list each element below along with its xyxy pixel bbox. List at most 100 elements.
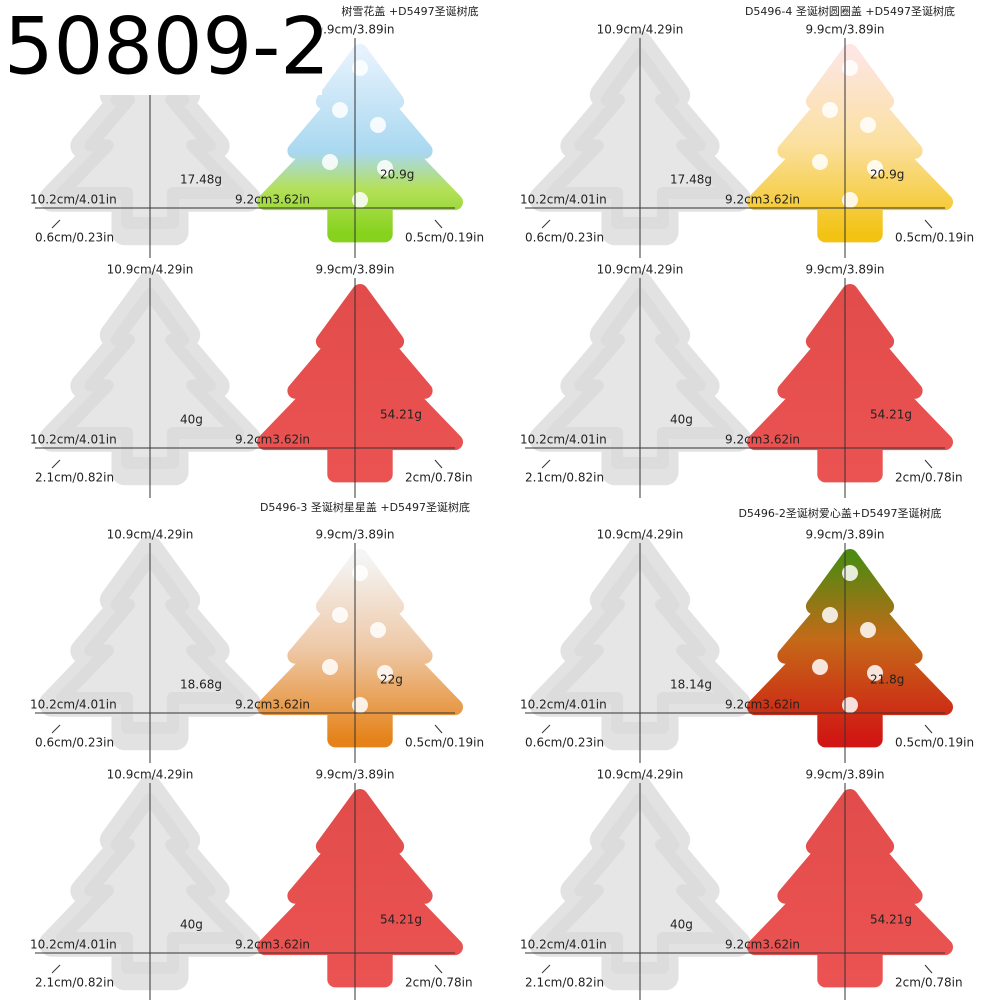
measure-tick: [541, 219, 551, 229]
width-label: 9.2cm3.62in: [725, 938, 800, 952]
thickness-label: 2.1cm/0.82in: [35, 471, 114, 485]
ornament-cutout: [332, 607, 348, 623]
ornament-cutout: [812, 659, 828, 675]
thickness-label: 0.5cm/0.19in: [895, 736, 974, 750]
height-label: 10.9cm/4.29in: [597, 768, 684, 782]
ornament-cutout: [842, 697, 858, 713]
weight-label: 17.48g: [670, 173, 712, 187]
weight-label: 54.21g: [870, 408, 912, 422]
ornament-cutout: [822, 607, 838, 623]
thickness-label: 0.6cm/0.23in: [35, 736, 114, 750]
panel-title: 树雪花盖 +D5497圣诞树底: [341, 4, 478, 18]
width-label: 10.2cm/4.01in: [520, 938, 607, 952]
thickness-label: 0.5cm/0.19in: [405, 736, 484, 750]
thickness-label: 0.6cm/0.23in: [35, 231, 114, 245]
width-label: 9.2cm3.62in: [235, 433, 310, 447]
resin-tree: [747, 549, 953, 748]
width-label: 9.2cm3.62in: [725, 698, 800, 712]
measure-tick: [924, 724, 933, 734]
ornament-cutout: [842, 565, 858, 581]
ornament-cutout: [370, 117, 386, 133]
ornament-cutout: [842, 192, 858, 208]
product-code: 50809-2: [4, 2, 330, 92]
weight-label: 20.9g: [870, 168, 904, 182]
height-label: 9.9cm/3.89in: [805, 263, 884, 277]
thickness-label: 2cm/0.78in: [405, 471, 473, 485]
code-backdrop: [0, 5, 322, 95]
weight-label: 54.21g: [870, 913, 912, 927]
width-label: 10.2cm/4.01in: [520, 193, 607, 207]
weight-label: 18.14g: [670, 678, 712, 692]
width-label: 9.2cm3.62in: [235, 698, 310, 712]
height-label: 10.9cm/4.29in: [597, 263, 684, 277]
weight-label: 22g: [380, 673, 403, 687]
resin-tree: [257, 549, 463, 748]
weight-label: 20.9g: [380, 168, 414, 182]
height-label: 9.9cm/3.89in: [805, 528, 884, 542]
ornament-cutout: [377, 665, 393, 681]
width-label: 9.2cm3.62in: [725, 193, 800, 207]
height-label: 9.9cm/3.89in: [315, 528, 394, 542]
resin-tree: [747, 789, 953, 988]
thickness-label: 2cm/0.78in: [895, 471, 963, 485]
measure-tick: [434, 964, 443, 974]
resin-tree: [257, 44, 463, 243]
ornament-cutout: [322, 154, 338, 170]
height-label: 9.9cm/3.89in: [315, 23, 394, 37]
measure-tick: [541, 459, 551, 469]
thickness-label: 2cm/0.78in: [405, 976, 473, 990]
width-label: 10.2cm/4.01in: [30, 698, 117, 712]
ornament-cutout: [860, 622, 876, 638]
thickness-label: 0.6cm/0.23in: [525, 736, 604, 750]
ornament-cutout: [860, 117, 876, 133]
width-label: 9.2cm3.62in: [235, 938, 310, 952]
weight-label: 40g: [670, 413, 693, 427]
ornament-cutout: [352, 565, 368, 581]
ornament-cutout: [842, 60, 858, 76]
width-label: 10.2cm/4.01in: [30, 433, 117, 447]
height-label: 9.9cm/3.89in: [315, 768, 394, 782]
thickness-label: 0.5cm/0.19in: [405, 231, 484, 245]
width-label: 9.2cm3.62in: [235, 193, 310, 207]
weight-label: 40g: [180, 918, 203, 932]
measure-tick: [541, 724, 551, 734]
ornament-cutout: [377, 160, 393, 176]
width-label: 10.2cm/4.01in: [520, 433, 607, 447]
width-label: 10.2cm/4.01in: [30, 193, 117, 207]
measure-tick: [51, 219, 61, 229]
ornament-cutout: [352, 192, 368, 208]
ornament-cutout: [867, 160, 883, 176]
ornament-cutout: [332, 102, 348, 118]
panel-title: D5496-2圣诞树爱心盖+D5497圣诞树底: [738, 506, 941, 520]
height-label: 10.9cm/4.29in: [597, 23, 684, 37]
measure-tick: [434, 724, 443, 734]
weight-label: 40g: [180, 413, 203, 427]
thickness-label: 2.1cm/0.82in: [525, 976, 604, 990]
measure-tick: [541, 964, 551, 974]
measure-tick: [924, 219, 933, 229]
width-label: 10.2cm/4.01in: [30, 938, 117, 952]
measure-tick: [434, 219, 443, 229]
height-label: 10.9cm/4.29in: [107, 528, 194, 542]
width-label: 9.2cm3.62in: [725, 433, 800, 447]
ornament-cutout: [352, 60, 368, 76]
measure-tick: [924, 964, 933, 974]
height-label: 10.9cm/4.29in: [107, 768, 194, 782]
width-label: 10.2cm/4.01in: [520, 698, 607, 712]
measure-tick: [51, 964, 61, 974]
weight-label: 54.21g: [380, 913, 422, 927]
measure-tick: [51, 724, 61, 734]
weight-label: 18.68g: [180, 678, 222, 692]
ornament-cutout: [370, 622, 386, 638]
ornament-cutout: [322, 659, 338, 675]
thickness-label: 2.1cm/0.82in: [525, 471, 604, 485]
ornament-cutout: [822, 102, 838, 118]
resin-tree: [257, 789, 463, 988]
height-label: 10.9cm/4.29in: [107, 263, 194, 277]
height-label: 9.9cm/3.89in: [805, 23, 884, 37]
ornament-cutout: [352, 697, 368, 713]
content: 树雪花盖 +D5497圣诞树底 10.2cm/4.01in 17.48g 0.6cm/…: [30, 4, 974, 1003]
thickness-label: 2cm/0.78in: [895, 976, 963, 990]
ornament-cutout: [867, 665, 883, 681]
measure-tick: [51, 459, 61, 469]
